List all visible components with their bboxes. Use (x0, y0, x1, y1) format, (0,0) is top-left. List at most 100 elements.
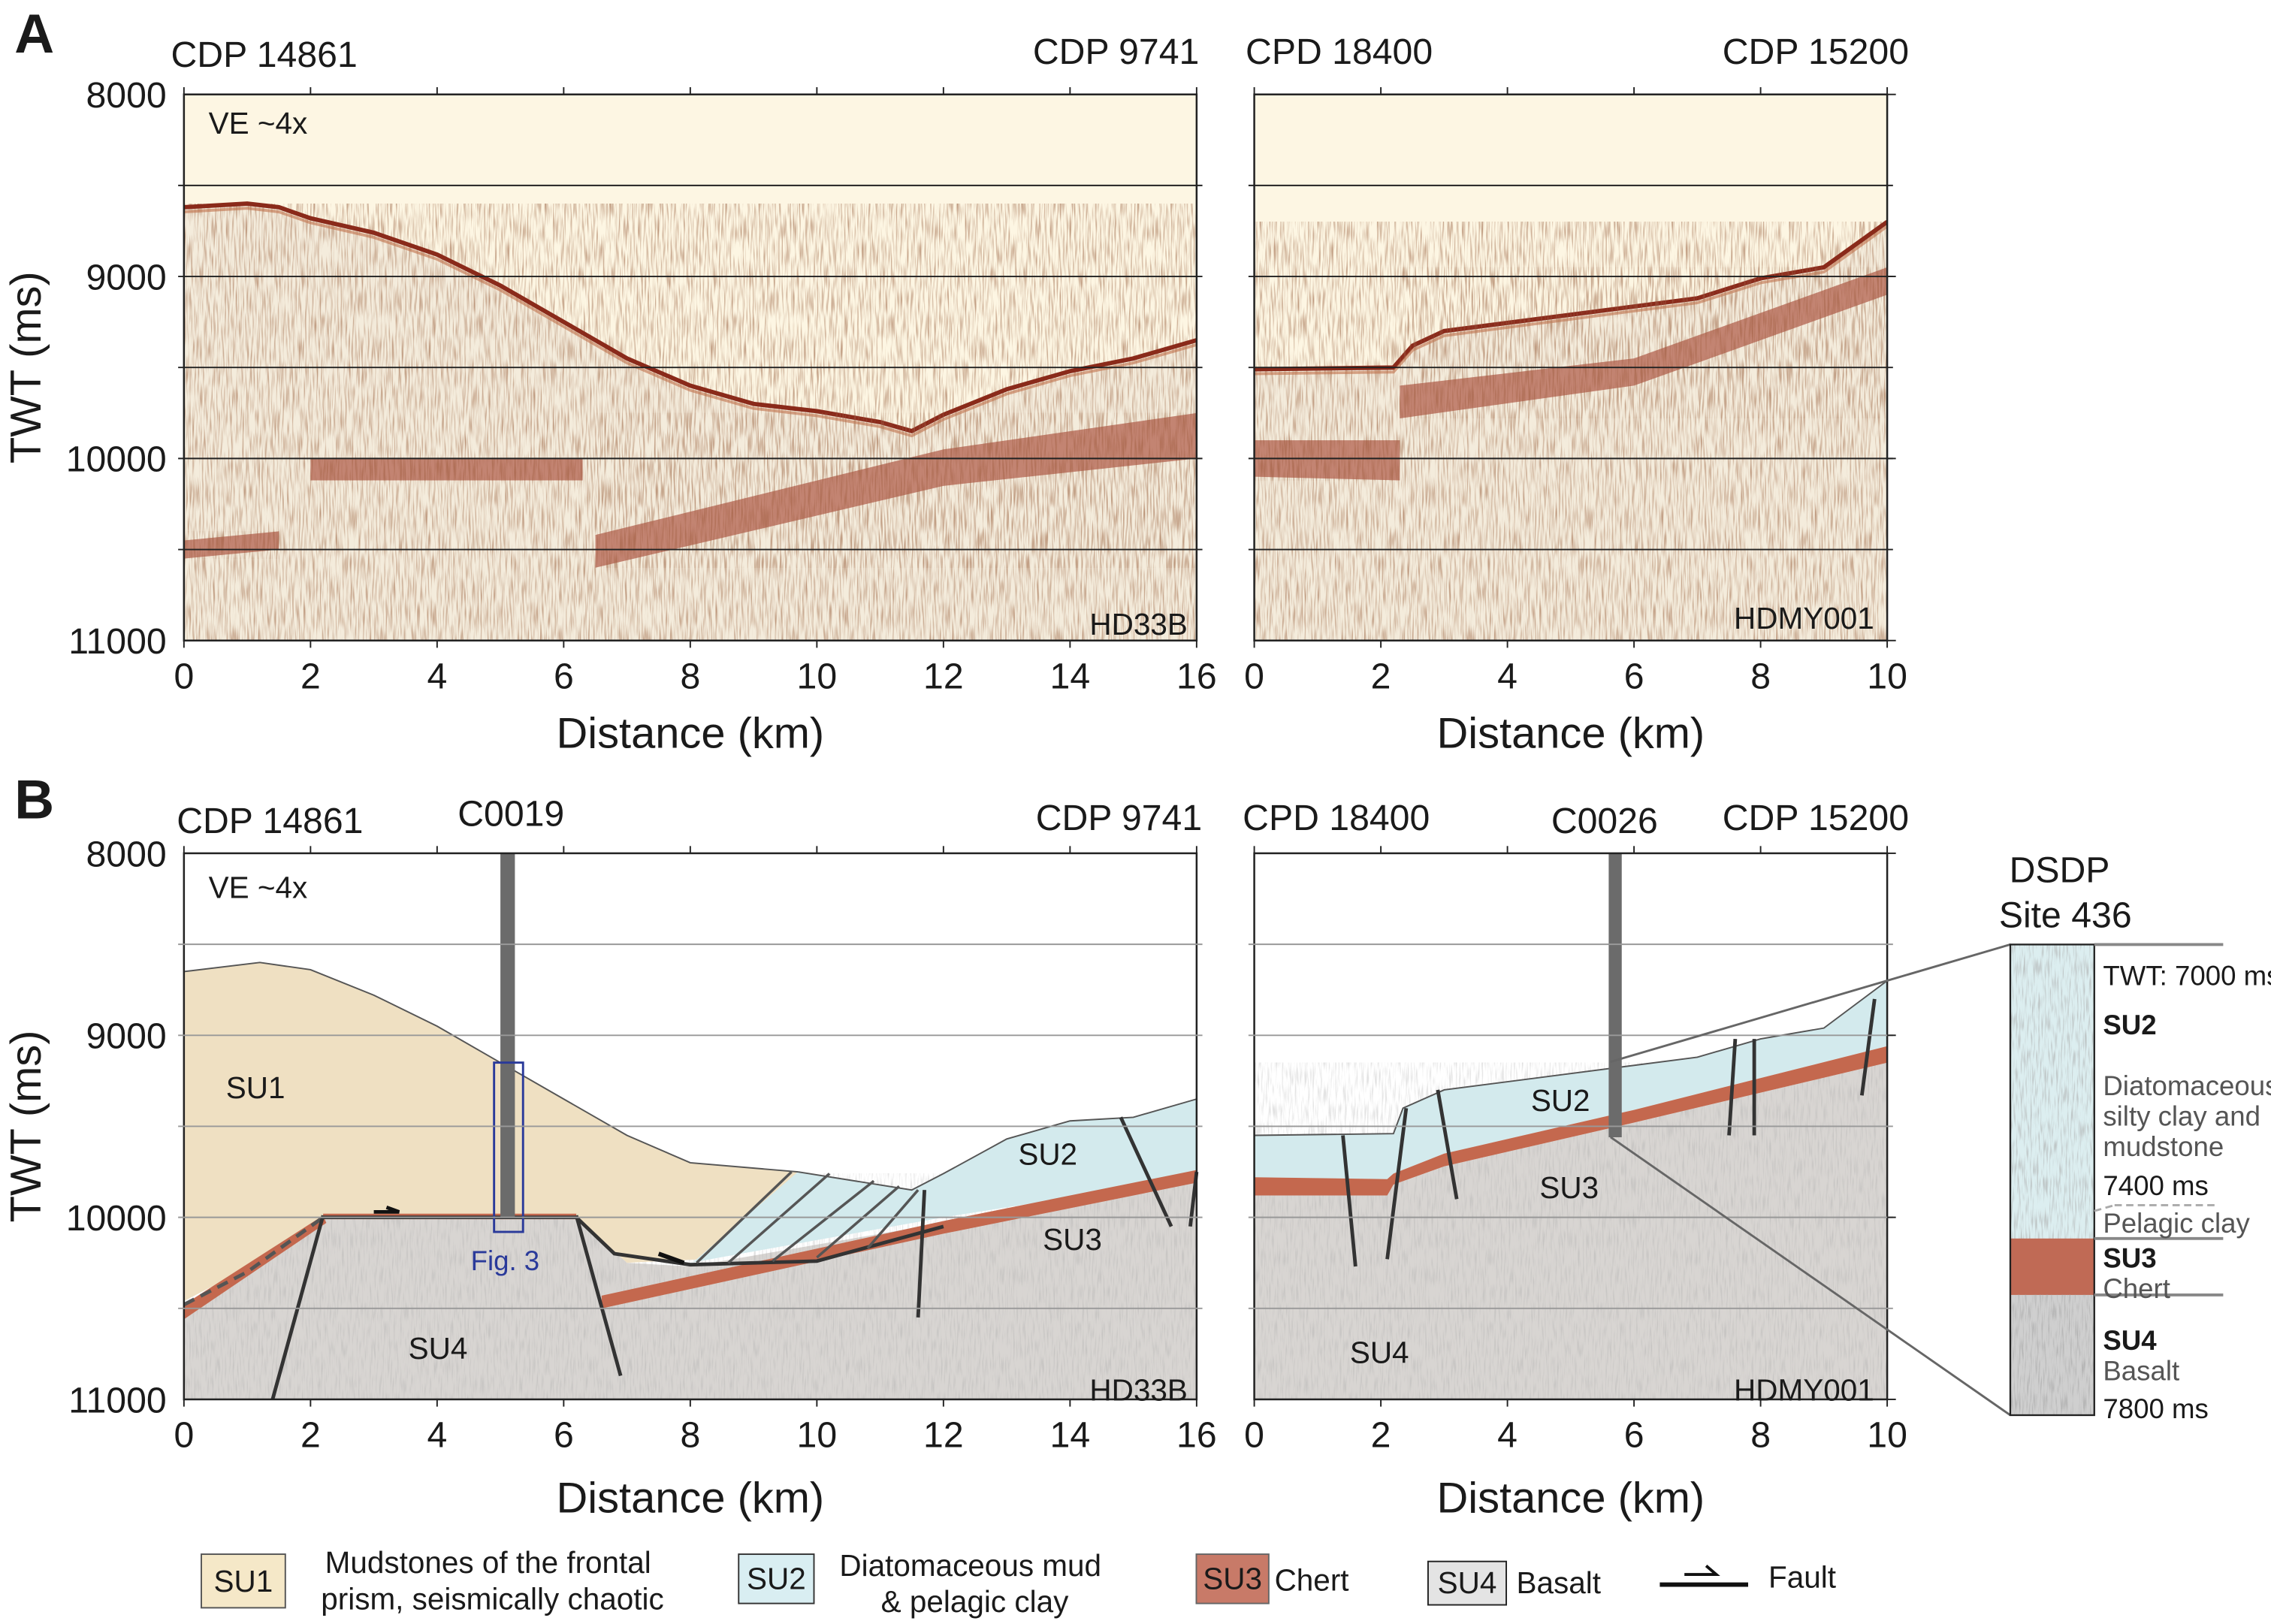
legend-su3-desc: Chert (1275, 1562, 1349, 1597)
su3-label-left: SU3 (1043, 1222, 1102, 1257)
x-tick-label: 4 (1497, 656, 1518, 696)
panel-b-ve-label: VE ~4x (209, 871, 308, 905)
dsdp-su3-desc: Chert (2103, 1273, 2170, 1304)
seafloor-reflector-2 (183, 207, 1197, 438)
thrust-fault (866, 1189, 920, 1250)
x-tick-label: 8 (1750, 656, 1771, 696)
y-tick-label: 10000 (66, 439, 167, 480)
fault-line (1727, 1038, 1738, 1136)
su3-chert-band (1254, 1046, 1888, 1196)
legend-su1: SU1 Mudstones of the frontal prism, seis… (201, 1545, 664, 1616)
thrust-fault (727, 1173, 831, 1264)
dsdp-su2: SU2 (2103, 1010, 2156, 1040)
y-tick-label: 11000 (68, 1380, 166, 1420)
panel-a-right-cdp-end: CDP 15200 (1723, 32, 1909, 72)
panel-b-right-cdp-start: CPD 18400 (1243, 798, 1430, 838)
fault-line (1859, 998, 1877, 1096)
dsdp-twt-bottom: 7800 ms (2103, 1393, 2208, 1424)
dsdp-su4-desc: Basalt (2103, 1356, 2179, 1387)
legend-su1-code: SU1 (214, 1564, 273, 1598)
panel-b-left-cdp-end: CDP 9741 (1036, 798, 1202, 838)
strong-reflector-texture (1254, 440, 1400, 481)
x-tick-label: 14 (1050, 656, 1091, 696)
x-tick-label: 10 (1867, 656, 1907, 696)
fault-arrow-icon (1684, 1565, 1720, 1576)
su4-label-right: SU4 (1350, 1336, 1409, 1370)
x-tick-label: 6 (1624, 1415, 1644, 1456)
x-tick-label: 8 (1750, 1415, 1771, 1456)
x-tick-label: 0 (1244, 1415, 1264, 1456)
panel-a-ve-label: VE ~4x (209, 106, 308, 140)
fig3-box (493, 1061, 524, 1233)
legend-su2-code: SU2 (747, 1561, 806, 1595)
thrust-fault (816, 1185, 900, 1259)
x-axis-label: Distance (km) (1437, 709, 1705, 757)
panel-a-left-cdp-end: CDP 9741 (1033, 32, 1199, 72)
su2-label-right: SU2 (1531, 1083, 1590, 1118)
y-tick-label: 9000 (86, 1016, 167, 1057)
dsdp-su3: SU3 (2103, 1242, 2156, 1273)
fig3-reference-label[interactable]: Fig. 3 (471, 1245, 540, 1276)
x-tick-label: 12 (923, 1415, 964, 1456)
x-tick-label: 2 (1371, 1415, 1391, 1456)
x-tick-label: 8 (680, 656, 700, 696)
legend-su2-desc-1: Diatomaceous mud (839, 1548, 1101, 1583)
legend-su1-desc-1: Mudstones of the frontal (325, 1545, 651, 1580)
y-axis-label: TWT (ms) (2, 1031, 50, 1223)
seafloor (797, 1098, 1197, 1191)
strong-reflector-texture (310, 458, 583, 481)
x-axis-label: Distance (km) (557, 709, 825, 757)
strong-reflector-texture (183, 531, 279, 559)
dsdp-twt-mid: 7400 ms (2103, 1170, 2208, 1201)
legend-su4-code: SU4 (1438, 1565, 1497, 1600)
x-tick-label: 4 (427, 656, 447, 696)
site-c0019-label: C0019 (458, 793, 564, 834)
panel-a-label: A (14, 3, 54, 65)
x-axis-label: Distance (km) (1437, 1474, 1705, 1522)
panel-b: 0 2 4 6 8 10 12 14 16 Distance (km) 8000 9000 10000 1… (2, 834, 1907, 1522)
fault-line (1436, 1089, 1459, 1200)
x-tick-label: 4 (1497, 1415, 1518, 1456)
seismic-noise (183, 204, 1197, 641)
x-tick-label: 16 (1176, 1415, 1217, 1456)
x-tick-label: 0 (174, 656, 194, 696)
x-tick-label: 6 (1624, 656, 1644, 696)
strong-reflector-texture (1400, 267, 1888, 418)
su3-label-right: SU3 (1539, 1170, 1599, 1205)
seafloor (1254, 980, 1888, 1136)
x-tick-label: 2 (1371, 656, 1391, 696)
y-tick-label: 8000 (86, 834, 167, 874)
panel-a-left-cdp-start: CDP 14861 (171, 35, 357, 75)
dsdp-su4: SU4 (2103, 1325, 2157, 1356)
c0026-borehole (1608, 853, 1622, 1137)
x-tick-label: 8 (680, 1415, 700, 1456)
x-tick-label: 6 (554, 656, 574, 696)
x-tick-label: 4 (427, 1415, 447, 1456)
x-tick-label: 14 (1050, 1415, 1091, 1456)
panel-b-right-cdp-end: CDP 15200 (1723, 798, 1909, 838)
dashed-decollement (183, 1215, 325, 1307)
y-tick-label: 10000 (66, 1198, 167, 1239)
su2-diatomaceous-fill (690, 1099, 1197, 1265)
panel-b-left-cdp-start: CDP 14861 (177, 801, 363, 841)
y-tick-label: 11000 (68, 621, 166, 662)
x-tick-label: 0 (174, 1415, 194, 1456)
dsdp-su2-desc-1: Diatomaceous (2103, 1070, 2271, 1101)
su2-label-left: SU2 (1018, 1136, 1077, 1171)
panel-a-left-line-name: HD33B (1089, 607, 1187, 641)
x-tick-label: 10 (797, 656, 838, 696)
legend-fault: Fault (1659, 1559, 1836, 1594)
site-c0026-label: C0026 (1551, 801, 1658, 841)
dsdp-su2-desc-3: mudstone (2103, 1131, 2224, 1162)
x-tick-label: 2 (300, 656, 321, 696)
legend-fault-label: Fault (1768, 1559, 1836, 1594)
seafloor-reflector (1254, 220, 1888, 372)
thrust-fault (772, 1179, 875, 1263)
x-tick-label: 16 (1176, 656, 1217, 696)
su2-diatomaceous-fill (1254, 980, 1888, 1179)
fault-line (270, 1215, 325, 1400)
fault-line (916, 1190, 927, 1318)
y-tick-label: 8000 (86, 75, 167, 116)
dsdp-site-436-column: DSDP Site 436 TWT: 7000 ms SU2 Diatomace… (1610, 850, 2271, 1424)
